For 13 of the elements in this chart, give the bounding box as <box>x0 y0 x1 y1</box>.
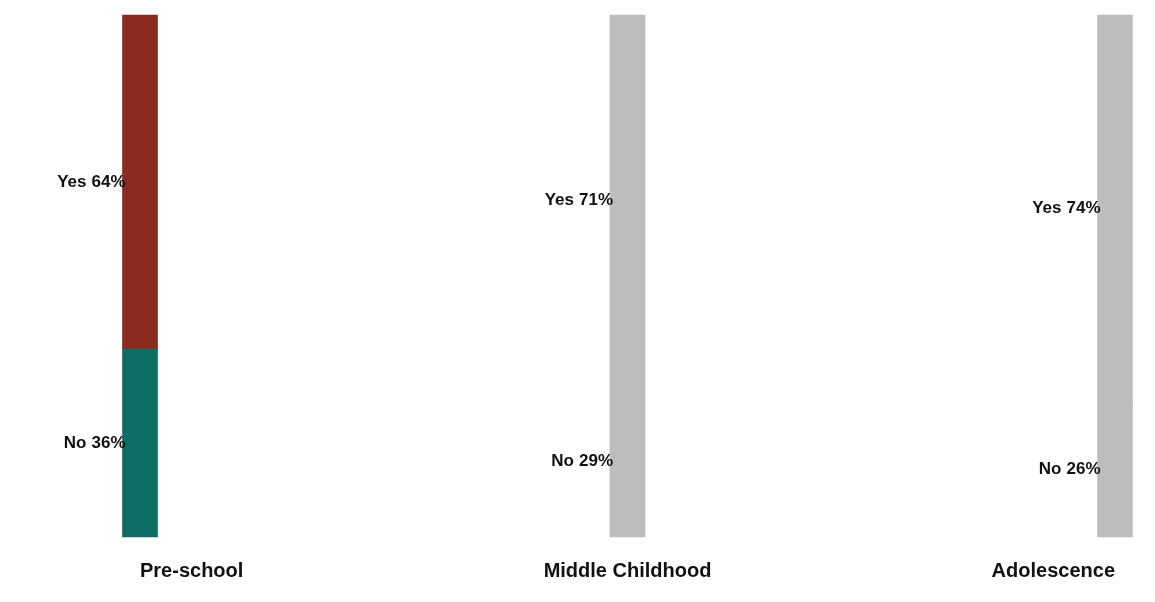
text: Yes <box>57 171 87 191</box>
data-label: 74% <box>1066 197 1101 217</box>
x-tick-label: Pre-school <box>140 558 244 581</box>
text: Yes <box>1032 197 1062 217</box>
data-label: 29% <box>578 451 613 470</box>
x-tick-label: Middle Childhood <box>543 558 712 581</box>
text: No <box>63 432 87 452</box>
text: No <box>551 451 574 470</box>
data-label: 71% <box>578 190 613 209</box>
text: No <box>1038 458 1062 478</box>
data-label: 26% <box>1066 458 1101 478</box>
x-tick-label: Adolescence <box>991 558 1115 581</box>
text: Yes <box>544 190 574 209</box>
